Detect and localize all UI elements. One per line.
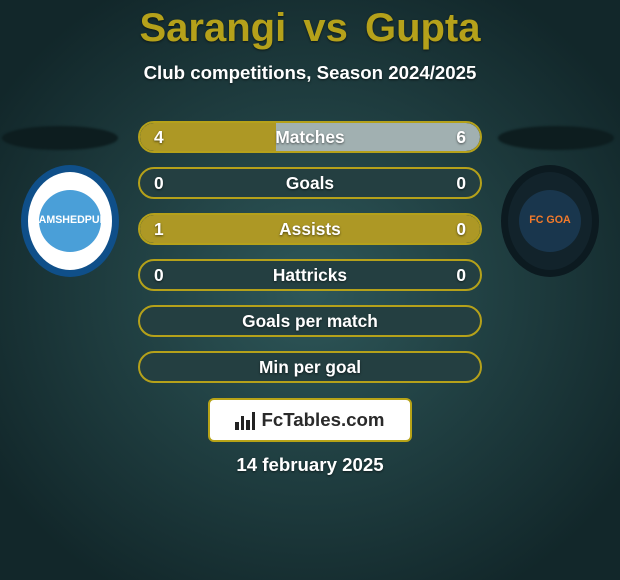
stat-value-left: 1	[154, 215, 164, 243]
crest-left-label: JAMSHEDPUR	[29, 211, 112, 230]
stat-track: Assists10	[138, 213, 482, 245]
bars-icon	[235, 410, 255, 430]
stat-value-right: 0	[456, 215, 466, 243]
stat-fill-left	[140, 215, 480, 243]
stat-track: Matches46	[138, 121, 482, 153]
stat-value-right: 0	[456, 261, 466, 289]
attribution-text: FcTables.com	[261, 409, 384, 431]
crest-right: FC GOA	[501, 172, 599, 270]
stat-track: Min per goal	[138, 351, 482, 383]
stat-row: Hattricks0 0	[138, 259, 482, 291]
crest-right-label: FC GOA	[525, 211, 574, 230]
stat-track: Goals per match	[138, 305, 482, 337]
subtitle: Club competitions, Season 2024/2025	[0, 62, 620, 84]
crest-left-ring: JAMSHEDPUR	[21, 165, 119, 277]
stat-row: Min per goal	[138, 351, 482, 383]
stat-value-right: 6	[456, 123, 466, 151]
page-title: Sarangi vs Gupta	[0, 6, 620, 51]
comparison-bars: Matches46Goals00Assists10Hattricks00Goal…	[138, 121, 482, 383]
infographic-stage: Sarangi vs Gupta Club competitions, Seas…	[0, 0, 620, 580]
stat-value-left: 0	[154, 261, 164, 289]
stat-label: Goals	[140, 169, 480, 197]
crest-left: JAMSHEDPUR	[21, 172, 119, 270]
crest-left-inner: JAMSHEDPUR	[39, 190, 101, 252]
stat-row: Goals per match	[138, 305, 482, 337]
crest-right-ring: FC GOA	[501, 165, 599, 277]
stat-value-right: 0	[456, 169, 466, 197]
stat-row: Matches46	[138, 121, 482, 153]
stat-track: Goals0 0	[138, 167, 482, 199]
stat-value-left: 4	[154, 123, 164, 151]
stat-value-left: 0	[154, 169, 164, 197]
crest-right-inner: FC GOA	[519, 190, 581, 252]
stat-label: Hattricks	[140, 261, 480, 289]
stat-track: Hattricks0 0	[138, 259, 482, 291]
stat-label: Min per goal	[140, 353, 480, 381]
title-left-name: Sarangi	[139, 6, 286, 50]
date-line: 14 february 2025	[0, 454, 620, 476]
stat-label: Goals per match	[140, 307, 480, 335]
stat-row: Goals0 0	[138, 167, 482, 199]
stat-fill-right	[276, 123, 480, 151]
attribution-badge: FcTables.com	[208, 398, 412, 442]
stat-row: Assists10	[138, 213, 482, 245]
title-right-name: Gupta	[365, 6, 481, 50]
title-separator: vs	[303, 6, 348, 50]
player-left-shadow	[2, 126, 118, 150]
player-right-shadow	[498, 126, 614, 150]
